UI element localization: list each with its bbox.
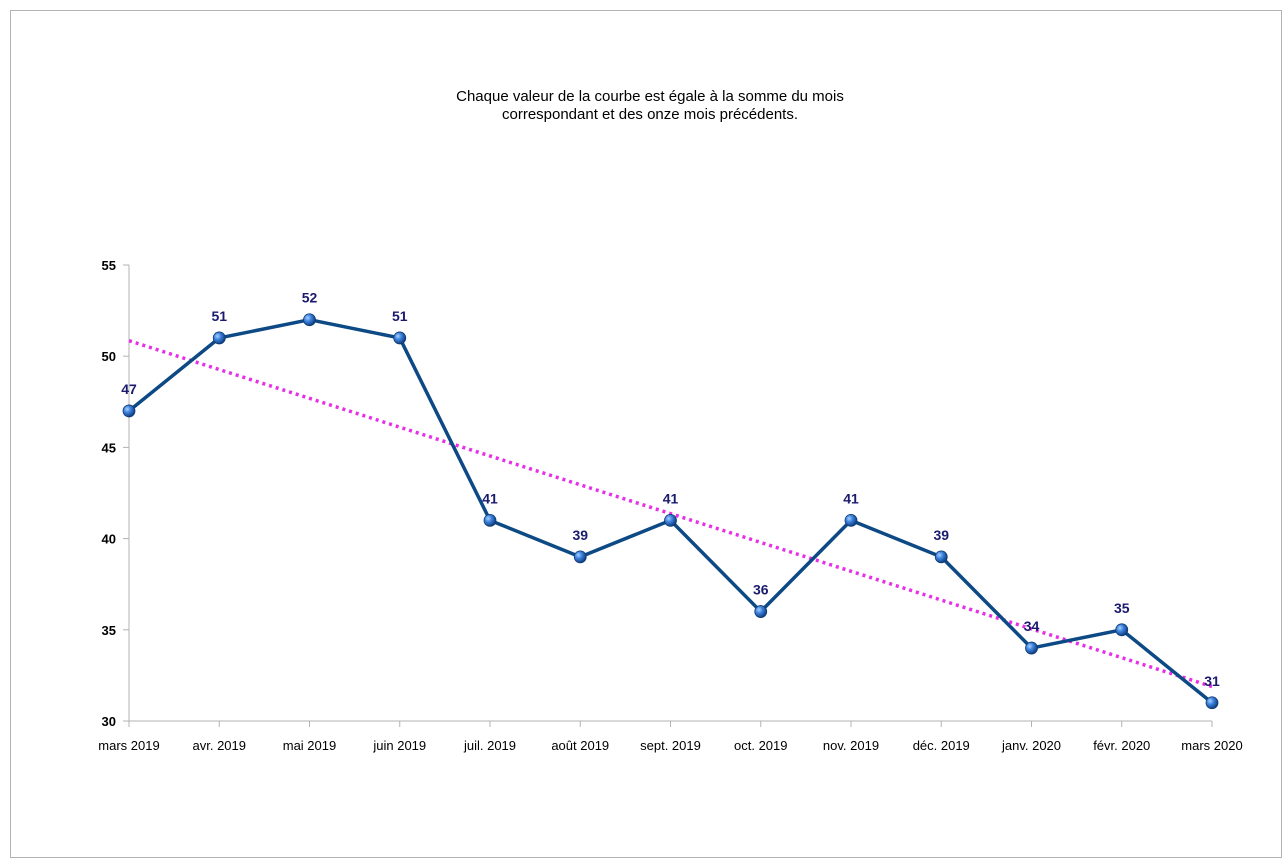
y-tick-label: 45 xyxy=(102,440,116,455)
data-label: 34 xyxy=(1024,618,1040,634)
data-point xyxy=(212,331,226,345)
data-label: 52 xyxy=(302,290,318,306)
y-tick-label: 50 xyxy=(102,349,116,364)
data-point xyxy=(934,550,948,564)
data-label: 39 xyxy=(933,527,949,543)
y-axis-ticks: 30 35 40 45 50 55 xyxy=(102,258,129,729)
x-tick-label: déc. 2019 xyxy=(913,738,970,753)
data-label: 51 xyxy=(211,308,227,324)
data-point xyxy=(1115,623,1129,637)
data-point xyxy=(303,313,316,327)
data-point xyxy=(664,513,677,527)
x-tick-label: août 2019 xyxy=(551,738,609,753)
x-axis-ticks: mars 2019 avr. 2019 mai 2019 juin 2019 juil.… xyxy=(98,721,1243,753)
data-point xyxy=(122,404,136,418)
data-label: 35 xyxy=(1114,600,1130,616)
data-label: 39 xyxy=(572,527,588,543)
trendline-layer xyxy=(128,339,1213,689)
data-point xyxy=(754,605,768,618)
x-tick-label: mars 2019 xyxy=(98,738,159,753)
data-labels-layer: 47 51 52 51 41 39 41 36 41 39 34 35 31 xyxy=(121,290,1220,689)
data-point xyxy=(573,550,587,564)
series-layer xyxy=(127,317,1214,705)
data-label: 41 xyxy=(663,490,679,506)
x-tick-label: janv. 2020 xyxy=(1001,738,1061,753)
data-label: 31 xyxy=(1204,673,1220,689)
x-tick-label: nov. 2019 xyxy=(823,738,879,753)
data-label: 41 xyxy=(843,490,859,506)
x-tick-label: mars 2020 xyxy=(1181,738,1242,753)
data-point xyxy=(844,513,858,527)
markers-layer xyxy=(122,313,1219,710)
y-tick-label: 35 xyxy=(102,623,116,638)
x-tick-label: juil. 2019 xyxy=(463,738,516,753)
chart-title: Chaque valeur de la courbe est égale à l… xyxy=(456,88,844,123)
x-tick-label: oct. 2019 xyxy=(734,738,788,753)
data-point xyxy=(483,513,497,527)
x-tick-label: juin 2019 xyxy=(372,738,426,753)
series-line xyxy=(127,317,1214,705)
data-point xyxy=(1205,696,1219,710)
data-point xyxy=(393,331,407,345)
data-label: 41 xyxy=(482,490,498,506)
y-tick-label: 30 xyxy=(102,714,116,729)
x-tick-label: févr. 2020 xyxy=(1093,738,1150,753)
data-label: 36 xyxy=(753,582,769,598)
chart-frame xyxy=(10,10,1282,858)
x-tick-label: mai 2019 xyxy=(283,738,336,753)
x-tick-label: sept. 2019 xyxy=(640,738,701,753)
x-tick-label: avr. 2019 xyxy=(193,738,247,753)
data-point xyxy=(1025,641,1038,655)
y-tick-label: 40 xyxy=(102,532,116,547)
data-label: 47 xyxy=(121,381,137,397)
data-label: 51 xyxy=(392,308,408,324)
y-tick-label: 55 xyxy=(102,258,116,273)
trendline xyxy=(128,339,1213,689)
